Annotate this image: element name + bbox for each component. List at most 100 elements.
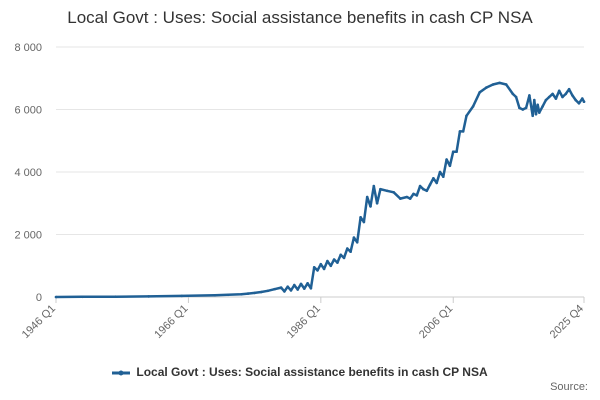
- data-point[interactable]: [372, 184, 376, 188]
- data-point[interactable]: [564, 92, 568, 96]
- data-point[interactable]: [279, 286, 283, 289]
- data-point[interactable]: [582, 100, 586, 103]
- data-point[interactable]: [442, 175, 445, 178]
- data-point[interactable]: [571, 94, 574, 97]
- data-point[interactable]: [286, 285, 290, 289]
- data-point[interactable]: [528, 94, 531, 97]
- data-point[interactable]: [451, 150, 455, 153]
- data-point[interactable]: [491, 83, 495, 86]
- data-point[interactable]: [518, 106, 521, 110]
- data-point[interactable]: [554, 97, 558, 100]
- data-point[interactable]: [561, 95, 564, 99]
- data-point[interactable]: [309, 287, 313, 290]
- data-point[interactable]: [303, 287, 306, 290]
- data-point[interactable]: [306, 282, 309, 285]
- data-point[interactable]: [365, 195, 369, 199]
- data-point[interactable]: [392, 191, 396, 194]
- data-point[interactable]: [54, 295, 58, 299]
- data-point[interactable]: [577, 102, 581, 105]
- data-point[interactable]: [375, 202, 379, 205]
- data-point[interactable]: [349, 250, 352, 253]
- data-point[interactable]: [557, 89, 561, 93]
- data-point[interactable]: [147, 295, 150, 298]
- data-point[interactable]: [253, 291, 256, 295]
- data-point[interactable]: [352, 236, 356, 239]
- data-point[interactable]: [544, 98, 548, 102]
- data-point[interactable]: [266, 289, 270, 293]
- data-point[interactable]: [458, 130, 462, 133]
- data-point[interactable]: [567, 87, 571, 91]
- data-point[interactable]: [114, 295, 117, 299]
- data-point[interactable]: [461, 130, 465, 133]
- data-point[interactable]: [547, 95, 551, 99]
- data-point[interactable]: [533, 98, 536, 102]
- data-point[interactable]: [259, 290, 263, 294]
- data-point[interactable]: [524, 106, 528, 110]
- data-point[interactable]: [428, 183, 432, 186]
- data-point[interactable]: [319, 262, 323, 266]
- data-point[interactable]: [425, 189, 429, 193]
- data-point[interactable]: [538, 111, 541, 114]
- data-point[interactable]: [379, 187, 382, 191]
- data-point[interactable]: [346, 247, 349, 250]
- data-point[interactable]: [504, 83, 508, 86]
- data-point[interactable]: [432, 177, 435, 180]
- data-point[interactable]: [326, 259, 329, 263]
- data-point[interactable]: [273, 287, 276, 291]
- data-point[interactable]: [299, 282, 303, 286]
- data-point[interactable]: [455, 150, 458, 153]
- data-point[interactable]: [336, 261, 339, 264]
- data-point[interactable]: [521, 108, 525, 111]
- data-point[interactable]: [226, 293, 230, 297]
- data-point[interactable]: [415, 194, 419, 197]
- data-point[interactable]: [342, 256, 346, 260]
- data-point[interactable]: [471, 105, 475, 108]
- data-point[interactable]: [405, 195, 409, 199]
- data-point[interactable]: [574, 98, 577, 102]
- data-point[interactable]: [485, 86, 488, 89]
- data-point[interactable]: [536, 103, 539, 107]
- y-tick-label: 2 000: [14, 230, 42, 242]
- data-point[interactable]: [498, 81, 501, 85]
- data-point[interactable]: [339, 253, 343, 257]
- data-point[interactable]: [385, 189, 389, 193]
- data-point[interactable]: [531, 114, 534, 118]
- data-point[interactable]: [534, 112, 538, 116]
- data-point[interactable]: [246, 292, 250, 295]
- data-point[interactable]: [448, 164, 452, 168]
- chart-title: Local Govt : Uses: Social assistance ben…: [67, 8, 533, 27]
- data-point[interactable]: [438, 170, 442, 174]
- data-point[interactable]: [355, 241, 359, 244]
- data-point[interactable]: [445, 158, 448, 161]
- data-point[interactable]: [465, 114, 468, 118]
- data-point[interactable]: [369, 205, 372, 208]
- data-point[interactable]: [418, 184, 422, 188]
- data-point[interactable]: [399, 197, 402, 200]
- data-point[interactable]: [316, 269, 319, 272]
- data-point[interactable]: [312, 266, 316, 269]
- data-point[interactable]: [514, 95, 518, 99]
- data-point[interactable]: [541, 105, 544, 108]
- data-point[interactable]: [81, 295, 84, 299]
- data-point[interactable]: [359, 216, 362, 219]
- data-point[interactable]: [362, 220, 366, 224]
- data-point[interactable]: [478, 91, 482, 94]
- data-point[interactable]: [322, 267, 326, 271]
- data-point[interactable]: [551, 92, 554, 96]
- data-point[interactable]: [511, 92, 515, 96]
- data-point[interactable]: [283, 290, 286, 293]
- data-point[interactable]: [408, 197, 412, 200]
- data-point[interactable]: [332, 258, 336, 261]
- data-point[interactable]: [422, 187, 425, 191]
- legend[interactable]: Local Govt : Uses: Social assistance ben…: [0, 365, 600, 379]
- data-point[interactable]: [213, 294, 217, 297]
- data-point[interactable]: [329, 264, 333, 268]
- data-point[interactable]: [240, 293, 243, 296]
- data-point[interactable]: [180, 294, 184, 298]
- data-point[interactable]: [581, 97, 584, 100]
- data-point[interactable]: [412, 192, 415, 196]
- data-point[interactable]: [293, 283, 296, 287]
- data-point[interactable]: [435, 181, 439, 185]
- data-point[interactable]: [296, 288, 300, 291]
- data-point[interactable]: [289, 289, 293, 292]
